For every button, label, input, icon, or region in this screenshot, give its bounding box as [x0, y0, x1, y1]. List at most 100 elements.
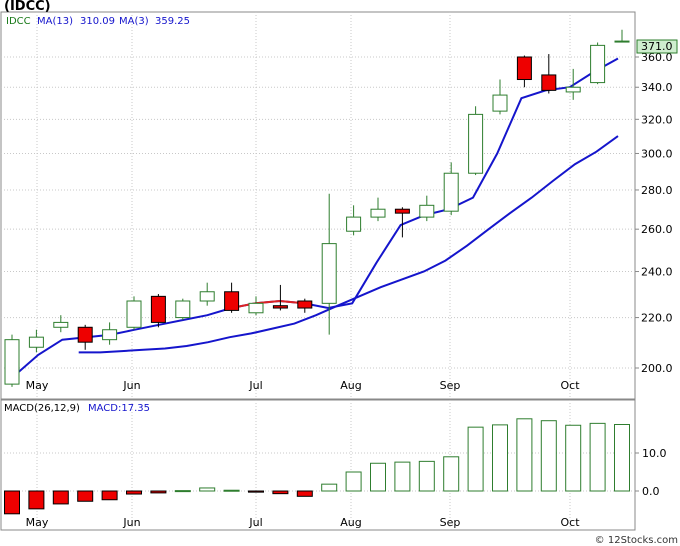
- candle-up: [248, 296, 264, 316]
- price-tick-label: 280.0: [641, 184, 673, 197]
- macd-x-tick-label: Jul: [248, 516, 262, 529]
- price-x-tick-label: Sep: [440, 379, 461, 392]
- macd-bar: [77, 490, 94, 502]
- candle-body: [53, 321, 69, 328]
- macd-tick-label: 10.0: [642, 447, 667, 460]
- candle-down: [272, 284, 288, 311]
- macd-bars: [4, 418, 630, 515]
- price-tick-label: 240.0: [641, 266, 673, 279]
- macd-bar: [101, 490, 118, 501]
- candle-down: [516, 55, 532, 88]
- legend-ma2-label: MA(3): [119, 16, 149, 27]
- macd-bar: [4, 490, 20, 515]
- macd-bar: [467, 426, 484, 492]
- price-tick-label: 360.0: [641, 51, 673, 64]
- macd-bar: [150, 490, 167, 494]
- price-tick-label: 340.0: [641, 81, 673, 94]
- candle-body: [102, 329, 118, 341]
- macd-tick-label: 0.0: [642, 485, 660, 498]
- legend-ma1-value: 310.09: [80, 16, 115, 27]
- candle-up: [53, 315, 69, 333]
- macd-x-tick-label: Aug: [340, 516, 361, 529]
- macd-bar: [443, 456, 460, 492]
- candle-down: [541, 54, 557, 94]
- candle-up: [346, 205, 362, 236]
- macd-legend-label: MACD(26,12,9): [4, 403, 80, 414]
- price-x-tick-label: Jun: [122, 379, 140, 392]
- candle-body: [565, 86, 581, 93]
- price-x-tick-label: Oct: [560, 379, 580, 392]
- candle-down: [224, 282, 240, 313]
- price-tick-label: 320.0: [641, 113, 673, 126]
- candle-up: [175, 298, 191, 320]
- legend-ma2-value: 359.25: [155, 16, 190, 27]
- candle-body: [346, 216, 362, 232]
- candle-up: [28, 329, 44, 353]
- candle-down: [394, 207, 410, 238]
- macd-bar: [589, 422, 606, 492]
- price-axis: 200.0 220.0 240.0 260.0 280.0 300.0 320.0 340.0…: [635, 51, 673, 375]
- last-price-label: 371.0: [641, 40, 673, 53]
- price-tick-label: 260.0: [641, 223, 673, 236]
- ma13-line: [78, 135, 619, 354]
- price-x-axis: May Jun Jul Aug Sep Oct: [26, 379, 581, 392]
- candle-up: [370, 197, 386, 222]
- candle-body: [394, 208, 410, 214]
- macd-bar: [394, 461, 411, 492]
- macd-x-tick-label: Jun: [122, 516, 140, 529]
- macd-bar: [321, 483, 338, 492]
- macd-legend-value: MACD:17.35: [88, 403, 150, 414]
- candle-up: [199, 282, 215, 306]
- candle-body: [370, 208, 386, 218]
- macd-bar: [28, 490, 45, 510]
- candle-body: [150, 295, 166, 323]
- ma13-polyline: [78, 135, 619, 354]
- macd-panel: [0, 399, 636, 531]
- candle-body: [321, 243, 337, 304]
- macd-bar: [52, 490, 69, 505]
- ma3-red-segment: [231, 299, 304, 309]
- candle-up: [126, 296, 142, 330]
- macd-x-axis: May Jun Jul Aug Sep Oct: [26, 516, 581, 529]
- price-panel: [0, 11, 636, 400]
- candle-body: [297, 300, 313, 309]
- price-tick-label: 200.0: [641, 362, 673, 375]
- candle-body: [468, 113, 484, 174]
- chart-title: (IDCC): [4, 0, 51, 14]
- candle-up: [4, 334, 20, 387]
- candle-body: [419, 204, 435, 218]
- legend-ma1-label: MA(13): [37, 16, 73, 27]
- candle-down: [297, 298, 313, 313]
- candle-body: [590, 44, 606, 84]
- macd-bar: [296, 490, 313, 497]
- macd-bar: [565, 424, 582, 492]
- candle-up: [102, 322, 118, 345]
- candle-body: [199, 291, 215, 302]
- candle-body: [28, 336, 44, 348]
- legend-ticker: IDCC: [6, 16, 31, 27]
- price-x-tick-label: Jul: [248, 379, 262, 392]
- candle-body: [614, 40, 630, 43]
- macd-bar: [248, 490, 264, 493]
- macd-bar: [199, 487, 216, 492]
- candle-up: [492, 79, 508, 115]
- candle-body: [492, 94, 508, 112]
- macd-bar: [126, 490, 142, 495]
- candle-body: [224, 291, 240, 311]
- candle-body: [77, 326, 93, 343]
- macd-bar: [223, 489, 240, 492]
- candle-up: [321, 193, 337, 335]
- candles: [4, 29, 630, 387]
- candle-body: [443, 172, 459, 212]
- macd-bar: [345, 471, 362, 492]
- candle-up: [614, 29, 630, 43]
- price-grid: [1, 12, 635, 399]
- candle-up: [443, 162, 459, 216]
- macd-axis: 0.0 10.0: [635, 447, 667, 498]
- macd-bar: [272, 490, 289, 495]
- price-tick-label: 300.0: [641, 147, 673, 160]
- macd-x-tick-label: Sep: [440, 516, 461, 529]
- price-tick-label: 220.0: [641, 312, 673, 325]
- macd-bar: [540, 420, 557, 492]
